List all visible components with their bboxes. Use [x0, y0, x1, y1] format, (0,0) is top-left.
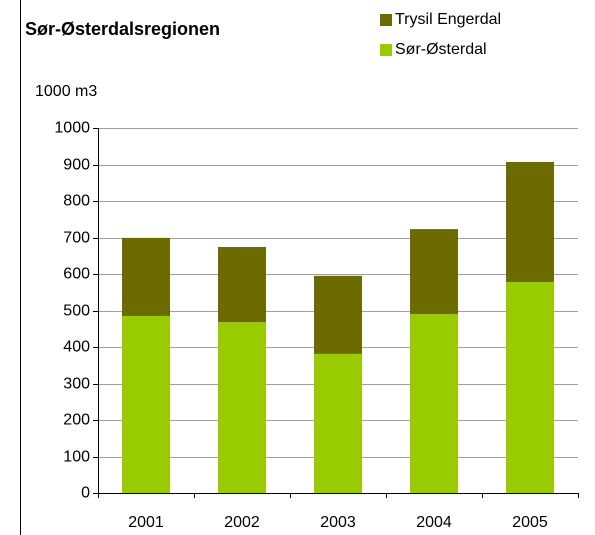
y-tick-label: 800	[63, 193, 90, 210]
legend-label: Trysil Engerdal	[395, 11, 501, 28]
x-tick-label: 2001	[128, 514, 164, 531]
legend-swatch	[380, 44, 392, 56]
x-tick-label: 2005	[512, 514, 548, 531]
bar-segment	[506, 282, 554, 493]
legend-swatch	[380, 14, 392, 26]
y-tick-label: 200	[63, 412, 90, 429]
y-tick-label: 400	[63, 339, 90, 356]
x-tick-label: 2002	[224, 514, 260, 531]
x-tick-label: 2003	[320, 514, 356, 531]
bar-segment	[122, 237, 170, 316]
bar-segment	[410, 229, 458, 315]
y-tick-label: 100	[63, 449, 90, 466]
y-tick-label: 600	[63, 266, 90, 283]
y-tick-label: 500	[63, 303, 90, 320]
x-tick-label: 2004	[416, 514, 452, 531]
bar-segment	[314, 275, 362, 354]
bar-segment	[314, 353, 362, 493]
bar-segment	[122, 315, 170, 493]
y-axis-label: 1000 m3	[35, 83, 97, 100]
chart-title: Sør-Østerdalsregionen	[25, 19, 220, 39]
bar-segment	[410, 314, 458, 493]
bar-segment	[218, 246, 266, 323]
bar-segment	[506, 161, 554, 283]
bar-segment	[218, 322, 266, 493]
y-tick-label: 300	[63, 376, 90, 393]
y-tick-label: 900	[63, 157, 90, 174]
y-tick-label: 1000	[54, 120, 90, 137]
y-tick-label: 700	[63, 230, 90, 247]
y-tick-label: 0	[81, 485, 90, 502]
legend-label: Sør-Østerdal	[395, 41, 487, 58]
